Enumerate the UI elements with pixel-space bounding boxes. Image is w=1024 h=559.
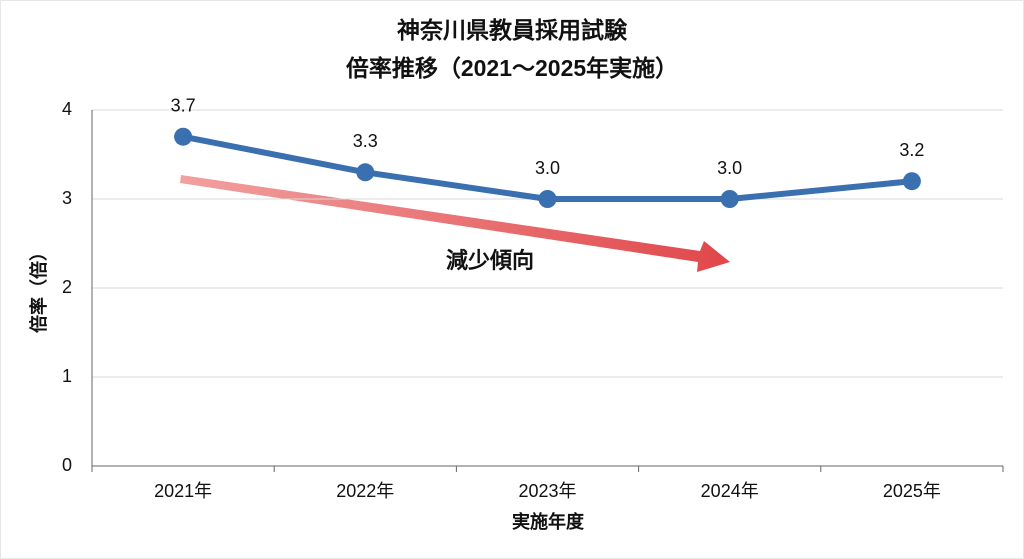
data-label: 3.2 — [899, 140, 924, 160]
y-tick-label: 2 — [62, 277, 72, 297]
data-label: 3.3 — [353, 131, 378, 151]
chart-subtitle: 倍率推移（2021〜2025年実施） — [346, 55, 678, 81]
data-label: 3.7 — [171, 95, 196, 115]
data-label: 3.0 — [535, 158, 560, 178]
data-label: 3.0 — [717, 158, 742, 178]
x-tick-label: 2025年 — [883, 481, 941, 501]
data-point — [902, 172, 921, 191]
y-tick-label: 4 — [62, 99, 72, 119]
x-tick-label: 2022年 — [336, 481, 394, 501]
data-point — [720, 190, 739, 208]
y-tick-label: 3 — [62, 188, 72, 208]
annotation: 減少傾向 — [446, 248, 534, 273]
x-axis-title: 実施年度 — [512, 511, 585, 532]
data-point — [174, 127, 193, 146]
x-tick-label: 2024年 — [701, 481, 759, 501]
data-point — [356, 163, 375, 182]
y-tick-label: 1 — [62, 366, 72, 386]
x-tick-label: 2023年 — [518, 481, 576, 501]
y-tick-label: 0 — [62, 455, 72, 475]
x-tick-label: 2021年 — [154, 481, 212, 501]
y-axis-title: 倍率（倍） — [28, 243, 49, 333]
chart-title: 神奈川県教員採用試験 — [397, 17, 628, 43]
data-point — [538, 190, 557, 208]
